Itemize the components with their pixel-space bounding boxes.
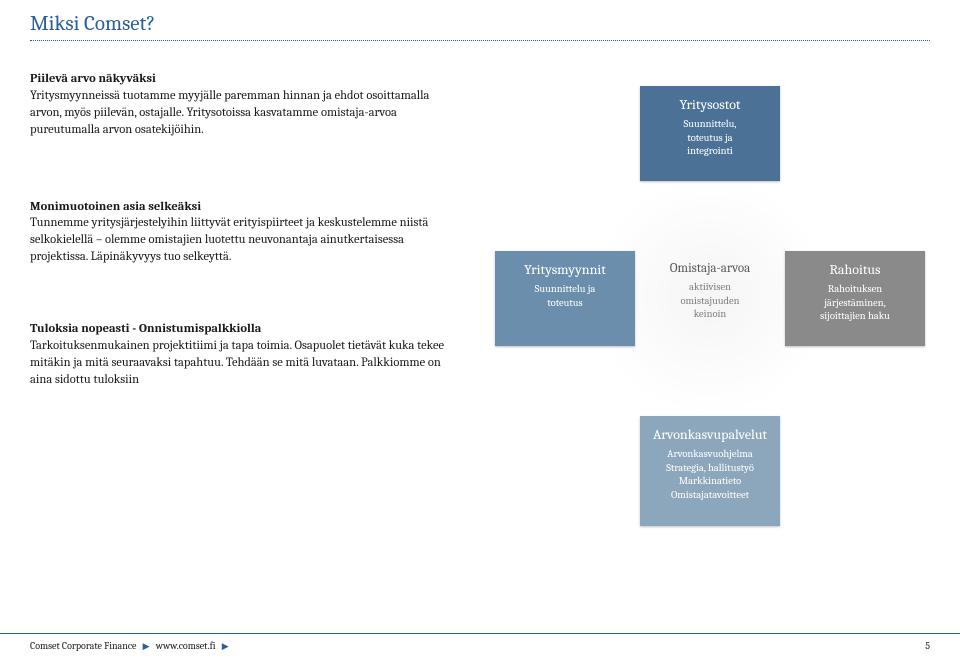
box-center-sub: aktiivisen omistajuuden keinoin bbox=[648, 281, 772, 322]
box-yritysmyynnit-sub: Suunnittelu ja toteutus bbox=[503, 283, 627, 310]
footer-separator-2-icon: ▶ bbox=[222, 642, 229, 652]
footer: Comset Corporate Finance ▶ www.comset.fi… bbox=[0, 633, 960, 662]
section-1-heading: Piilevä arvo näkyväksi bbox=[30, 72, 156, 86]
footer-url: www.comset.fi bbox=[156, 640, 216, 652]
section-3-body: Tarkoituksenmukainen projektitiimi ja ta… bbox=[30, 339, 444, 387]
section-1: Piilevä arvo näkyväksi Yritysmyynneissä … bbox=[30, 71, 450, 139]
box-rahoitus-sub: Rahoituksen järjestäminen, sijoittajien … bbox=[793, 283, 917, 324]
section-2: Monimuotoinen asia selkeäksi Tunnemme yr… bbox=[30, 199, 450, 267]
box-arvonkasvu: Arvonkasvupalvelut Arvonkasvuohjelma Str… bbox=[640, 416, 780, 526]
box-center-omistaja: Omistaja-arvoa aktiivisen omistajuuden k… bbox=[640, 251, 780, 346]
box-center-title: Omistaja-arvoa bbox=[648, 261, 772, 276]
section-3: Tuloksia nopeasti - Onnistumispalkkiolla… bbox=[30, 321, 450, 389]
main-content: Piilevä arvo näkyväksi Yritysmyynneissä … bbox=[0, 41, 960, 389]
box-arvonkasvu-sub: Arvonkasvuohjelma Strategia, hallitustyö… bbox=[648, 448, 772, 503]
box-yritysostot-title: Yritysostot bbox=[648, 96, 772, 113]
box-yritysmyynnit: Yritysmyynnit Suunnittelu ja toteutus bbox=[495, 251, 635, 346]
section-3-heading: Tuloksia nopeasti - Onnistumispalkkiolla bbox=[30, 322, 261, 336]
section-2-body: Tunnemme yritysjärjestelyihin liittyvät … bbox=[30, 216, 428, 264]
section-2-heading: Monimuotoinen asia selkeäksi bbox=[30, 200, 201, 214]
page-title: Miksi Comset? bbox=[0, 0, 960, 40]
footer-page-number: 5 bbox=[925, 640, 930, 652]
section-1-body: Yritysmyynneissä tuotamme myyjälle parem… bbox=[30, 89, 429, 137]
box-yritysostot: Yritysostot Suunnittelu, toteutus ja int… bbox=[640, 86, 780, 181]
box-rahoitus: Rahoitus Rahoituksen järjestäminen, sijo… bbox=[785, 251, 925, 346]
box-yritysostot-sub: Suunnittelu, toteutus ja integrointi bbox=[648, 118, 772, 159]
footer-separator-1-icon: ▶ bbox=[143, 642, 150, 652]
footer-company: Comset Corporate Finance bbox=[30, 640, 136, 652]
box-yritysmyynnit-title: Yritysmyynnit bbox=[503, 261, 627, 278]
box-rahoitus-title: Rahoitus bbox=[793, 261, 917, 278]
box-arvonkasvu-title: Arvonkasvupalvelut bbox=[648, 426, 772, 443]
diagram: Yritysostot Suunnittelu, toteutus ja int… bbox=[480, 61, 940, 581]
